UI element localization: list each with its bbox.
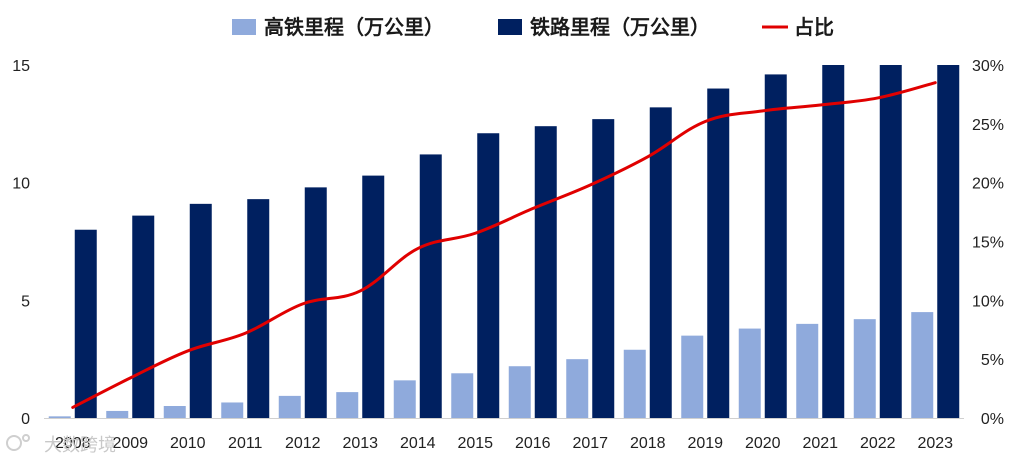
- legend-label: 铁路里程（万公里）: [530, 15, 710, 39]
- hsr-bar: [48, 416, 71, 418]
- watermark-text: 大数跨境: [44, 435, 116, 455]
- hsr-bar: [451, 373, 474, 418]
- y-left-tick-label: 10: [12, 176, 30, 193]
- hsr-bar: [796, 323, 819, 418]
- x-axis: 2008 2009 2010 2011 2012 2013 2014 2015 2016 2017…: [44, 418, 964, 452]
- x-tick-label: 2020: [745, 435, 781, 452]
- x-tick-label: 2023: [917, 435, 953, 452]
- x-tick-label: 2019: [687, 435, 723, 452]
- y-right-tick-label: 10%: [972, 293, 1004, 310]
- x-tick-label: 2013: [342, 435, 378, 452]
- x-tick-label: 2022: [860, 435, 896, 452]
- hsr-bar: [221, 402, 244, 418]
- x-tick-label: 2014: [400, 435, 436, 452]
- rail-bar: [649, 107, 672, 419]
- rail-bar: [74, 229, 97, 418]
- x-tick-label: 2021: [802, 435, 838, 452]
- rail-bar: [132, 215, 155, 418]
- rail-bar: [477, 133, 500, 418]
- y-right-tick-label: 15%: [972, 235, 1004, 252]
- x-tick-label: 2016: [515, 435, 551, 452]
- y-left-tick-label: 15: [12, 58, 30, 75]
- x-tick-label: 2008: [55, 435, 91, 452]
- hsr-bar: [393, 380, 416, 418]
- y-right-tick-label: 30%: [972, 58, 1004, 75]
- x-tick-label: 2011: [228, 435, 263, 452]
- right-axis: 0% 5% 10% 15% 20% 25% 30%: [972, 58, 1004, 428]
- x-tick-label: 2015: [457, 435, 493, 452]
- legend-label: 占比: [794, 16, 834, 39]
- legend-label: 高铁里程（万公里）: [264, 15, 444, 39]
- legend: 高铁里程（万公里） 铁路里程（万公里） 占比: [232, 15, 834, 39]
- ratio-line: [71, 81, 937, 409]
- watermark-logo-dot-icon: [22, 434, 30, 442]
- hsr-bar: [508, 366, 531, 418]
- x-tick-label: 2018: [630, 435, 666, 452]
- x-tick-label: 2017: [572, 435, 608, 452]
- rail-bar: [764, 74, 787, 418]
- y-right-tick-label: 25%: [972, 117, 1004, 134]
- legend-swatch: [232, 19, 256, 35]
- y-left-tick-label: 0: [21, 411, 30, 428]
- rail-bar: [362, 175, 385, 418]
- x-tick-label: 2010: [170, 435, 206, 452]
- rail-bar: [189, 203, 212, 418]
- y-right-tick-label: 20%: [972, 176, 1004, 193]
- y-right-tick-label: 5%: [981, 352, 1004, 369]
- hsr-bar: [163, 405, 186, 418]
- hsr-bar: [278, 395, 301, 418]
- hsr-bar: [853, 319, 876, 418]
- rail-bar: [592, 119, 615, 419]
- watermark-logo-icon: [6, 435, 22, 451]
- hsr-bar: [681, 335, 704, 418]
- y-left-tick-label: 5: [21, 293, 30, 310]
- y-right-tick-label: 0%: [981, 411, 1004, 428]
- hsr-bar: [106, 410, 129, 418]
- left-axis: 0 5 10 15: [12, 58, 30, 428]
- legend-swatch: [498, 19, 522, 35]
- line-layer: [71, 81, 937, 409]
- hsr-bar: [336, 392, 359, 418]
- rail-bar: [937, 65, 960, 418]
- hsr-bar: [623, 349, 646, 418]
- hsr-bar: [911, 312, 934, 418]
- x-tick-label: 2009: [112, 435, 148, 452]
- rail-bar: [707, 88, 730, 419]
- rail-bar: [304, 187, 327, 418]
- x-tick-label: 2012: [285, 435, 321, 452]
- watermark: 大数跨境: [6, 434, 116, 455]
- rail-bar: [822, 65, 845, 418]
- rail-bar: [247, 199, 270, 418]
- rail-bar: [879, 65, 902, 418]
- hsr-bar: [566, 359, 589, 418]
- rail-bar: [419, 154, 442, 418]
- bars: [48, 65, 960, 419]
- rail-bar: [534, 126, 557, 418]
- hsr-bar: [738, 328, 761, 418]
